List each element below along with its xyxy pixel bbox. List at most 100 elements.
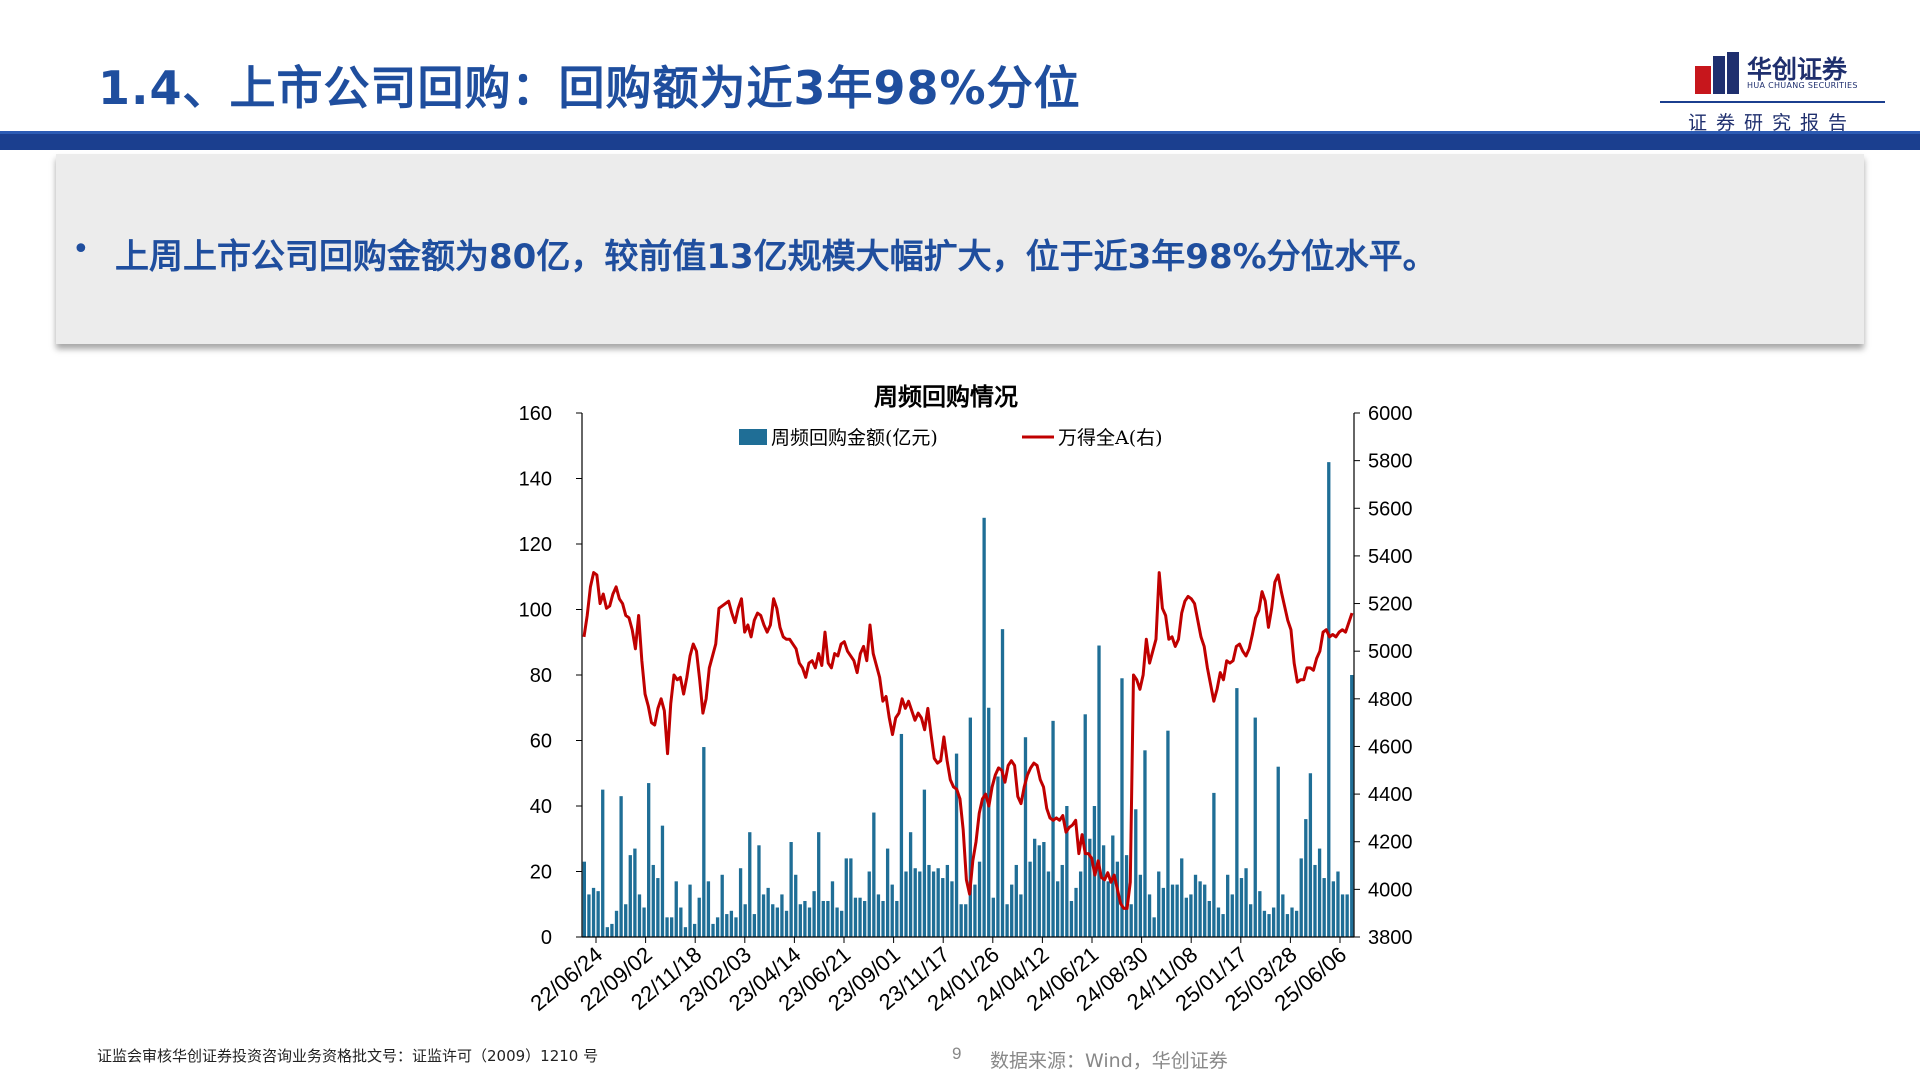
bar <box>1120 678 1124 937</box>
bar <box>1088 838 1092 937</box>
bar <box>1317 848 1322 937</box>
bar <box>1074 887 1078 938</box>
bar <box>1308 773 1313 937</box>
bar <box>1000 629 1005 937</box>
bar <box>890 884 894 937</box>
bar <box>1019 894 1023 937</box>
bar <box>1010 884 1014 937</box>
bar <box>1331 881 1336 937</box>
left-tick-label: 60 <box>530 731 552 753</box>
logo-mark-icon <box>1695 52 1739 94</box>
bar <box>954 753 959 937</box>
header-rule-thin <box>0 131 1920 134</box>
bar <box>1161 887 1165 938</box>
bar <box>1193 874 1198 937</box>
bar <box>982 517 986 937</box>
bar <box>1239 878 1244 937</box>
bar <box>987 707 991 937</box>
bar <box>596 891 600 937</box>
bar <box>601 789 605 938</box>
bar <box>688 884 692 937</box>
bullet-text: 上周上市公司回购金额为80亿，较前值13亿规模大幅扩大，位于近3年98%分位水平… <box>115 237 1437 277</box>
bar <box>1023 737 1028 937</box>
bar <box>895 900 899 937</box>
bar <box>931 871 936 937</box>
data-source: 数据来源：Wind，华创证券 <box>990 1050 1228 1072</box>
bar <box>1267 914 1271 937</box>
right-tick-label: 4400 <box>1368 784 1413 806</box>
bar <box>1175 884 1179 937</box>
bar <box>826 900 830 937</box>
bar <box>959 904 963 937</box>
bar <box>1051 720 1055 937</box>
bar <box>1180 858 1184 937</box>
page-number: 9 <box>952 1044 962 1063</box>
bar <box>849 858 853 937</box>
bar <box>1184 897 1188 937</box>
bar <box>913 868 917 937</box>
bar <box>729 910 734 937</box>
bar <box>771 904 775 937</box>
right-tick-label: 5400 <box>1368 546 1413 568</box>
bar <box>1147 894 1152 937</box>
bar <box>711 923 715 937</box>
bar <box>738 868 743 937</box>
bar <box>830 881 835 937</box>
bar <box>1097 645 1101 937</box>
bar <box>1170 884 1175 937</box>
right-tick-label: 4800 <box>1368 689 1413 711</box>
bar <box>1322 878 1326 937</box>
bar <box>1294 910 1299 937</box>
bar <box>821 900 825 937</box>
bar <box>1253 717 1257 937</box>
bar <box>715 917 720 937</box>
logo-divider <box>1660 101 1885 103</box>
bar <box>950 881 954 937</box>
bar <box>784 910 789 937</box>
bar <box>748 832 752 937</box>
bar <box>1115 861 1120 937</box>
bar <box>885 848 890 937</box>
bar <box>867 871 871 937</box>
wind-all-a-line <box>582 571 1354 910</box>
bar <box>863 900 867 937</box>
bar <box>1290 907 1294 937</box>
bar <box>1299 858 1303 937</box>
right-tick-label: 5000 <box>1368 641 1413 663</box>
bar <box>1340 894 1345 937</box>
bar <box>1235 688 1239 937</box>
bar <box>1304 819 1308 937</box>
bar <box>702 747 706 937</box>
bar <box>1226 874 1230 937</box>
legend-label-line: 万得全A(右) <box>1058 427 1163 449</box>
bar <box>674 881 678 937</box>
right-tick-label: 3800 <box>1368 927 1413 949</box>
bar <box>1065 806 1069 937</box>
bar <box>1078 871 1083 937</box>
left-tick-label: 100 <box>519 600 552 622</box>
bar <box>633 848 637 937</box>
bar <box>1083 714 1087 937</box>
bar <box>614 910 619 937</box>
bar <box>1069 900 1074 937</box>
bar <box>1014 864 1018 937</box>
bar <box>752 914 757 937</box>
bar <box>1134 809 1138 937</box>
right-tick-label: 6000 <box>1368 403 1413 425</box>
bullet-box <box>56 154 1864 344</box>
bar <box>1060 864 1064 937</box>
legend: 周频回购金额(亿元) 万得全A(右) <box>739 427 1163 449</box>
bar <box>1005 904 1009 937</box>
bar <box>876 894 881 937</box>
bar <box>844 858 848 937</box>
bar <box>858 897 862 937</box>
bar <box>881 900 885 937</box>
bullet-marker: • <box>72 232 90 267</box>
bar <box>991 897 995 937</box>
bar <box>1157 871 1161 937</box>
left-tick-label: 0 <box>541 927 552 949</box>
logo-company-name: 华创证券 <box>1747 55 1848 84</box>
bar <box>775 907 779 937</box>
bar <box>725 914 729 937</box>
